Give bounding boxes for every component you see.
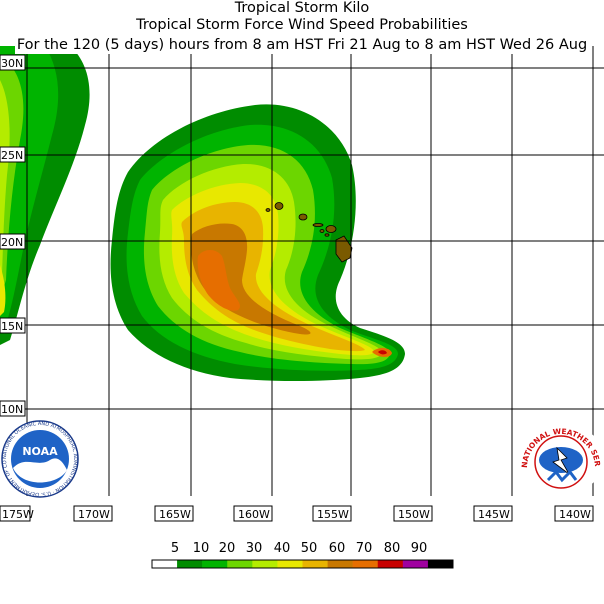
island-molokai (312, 223, 324, 227)
legend-label-30: 30 (246, 541, 263, 556)
grid (0, 46, 604, 496)
lon-label-145w: 145W (478, 508, 510, 521)
west-swath (0, 46, 90, 345)
legend-label-90: 90 (411, 541, 428, 556)
kilo-swath (110, 104, 405, 382)
legend-swatch-3 (227, 560, 253, 568)
island-lanai (319, 229, 325, 233)
island-niihau (265, 208, 271, 212)
lon-label-175w: 175W (2, 508, 34, 521)
legend-label-10: 10 (193, 541, 210, 556)
legend-labels: 5 10 20 30 40 50 60 70 80 90 (171, 541, 427, 556)
lon-label-170w: 170W (78, 508, 110, 521)
lat-labels: 30N 25N 20N 15N 10N (0, 54, 26, 417)
west-swath-40pct (0, 265, 6, 316)
legend-colorbar (152, 560, 454, 568)
legend-swatch-0 (152, 560, 178, 568)
legend-swatch-8 (352, 560, 379, 568)
legend-swatch-4 (252, 560, 278, 568)
legend-swatch-1 (177, 560, 203, 568)
legend-swatch-7 (327, 560, 353, 568)
island-maui (325, 225, 337, 233)
legend-label-60: 60 (329, 541, 346, 556)
lon-label-160w: 160W (238, 508, 270, 521)
kilo-swath-60pct (191, 223, 311, 335)
lon-label-150w: 150W (398, 508, 430, 521)
lat-label-15n: 15N (1, 320, 23, 333)
legend-label-70: 70 (356, 541, 373, 556)
lon-label-165w: 165W (159, 508, 191, 521)
title-storm-name: Tropical Storm Kilo (234, 0, 370, 16)
legend-label-20: 20 (219, 541, 236, 556)
island-kauai (274, 202, 284, 210)
title-valid-period: For the 120 (5 days) hours from 8 am HST… (14, 37, 590, 54)
legend-label-50: 50 (301, 541, 318, 556)
legend-swatch-6 (302, 560, 328, 568)
legend-swatch-10 (402, 560, 429, 568)
island-big-island (335, 235, 353, 263)
lon-labels: 175W 170W 165W 160W 155W 150W 145W 140W (0, 505, 594, 522)
legend-colorbar-border (151, 559, 454, 569)
legend-label-5: 5 (171, 541, 179, 556)
kilo-storm-center-80pct (378, 350, 387, 355)
lat-label-30n: 30N (1, 57, 23, 70)
island-kahoolawe (324, 233, 330, 237)
legend: 5 10 20 30 40 50 60 70 80 90 (151, 541, 454, 569)
legend-swatch-11 (427, 560, 454, 568)
legend-label-80: 80 (384, 541, 401, 556)
kilo-swath-70pct (197, 250, 240, 311)
legend-swatch-9 (377, 560, 404, 568)
lat-label-10n: 10N (1, 403, 23, 416)
title-block: Tropical Storm Kilo Tropical Storm Force… (0, 0, 604, 54)
noaa-logo-text: NOAA (22, 445, 58, 458)
lon-label-155w: 155W (317, 508, 349, 521)
lon-label-140w: 140W (559, 508, 591, 521)
title-product: Tropical Storm Force Wind Speed Probabil… (136, 17, 468, 33)
noaa-logo-gull (13, 458, 67, 483)
legend-label-40: 40 (274, 541, 291, 556)
lat-label-25n: 25N (1, 149, 23, 162)
hawaiian-islands (265, 202, 353, 263)
legend-swatch-2 (202, 560, 228, 568)
lat-label-20n: 20N (1, 236, 23, 249)
island-oahu (298, 213, 308, 221)
legend-swatch-5 (277, 560, 303, 568)
